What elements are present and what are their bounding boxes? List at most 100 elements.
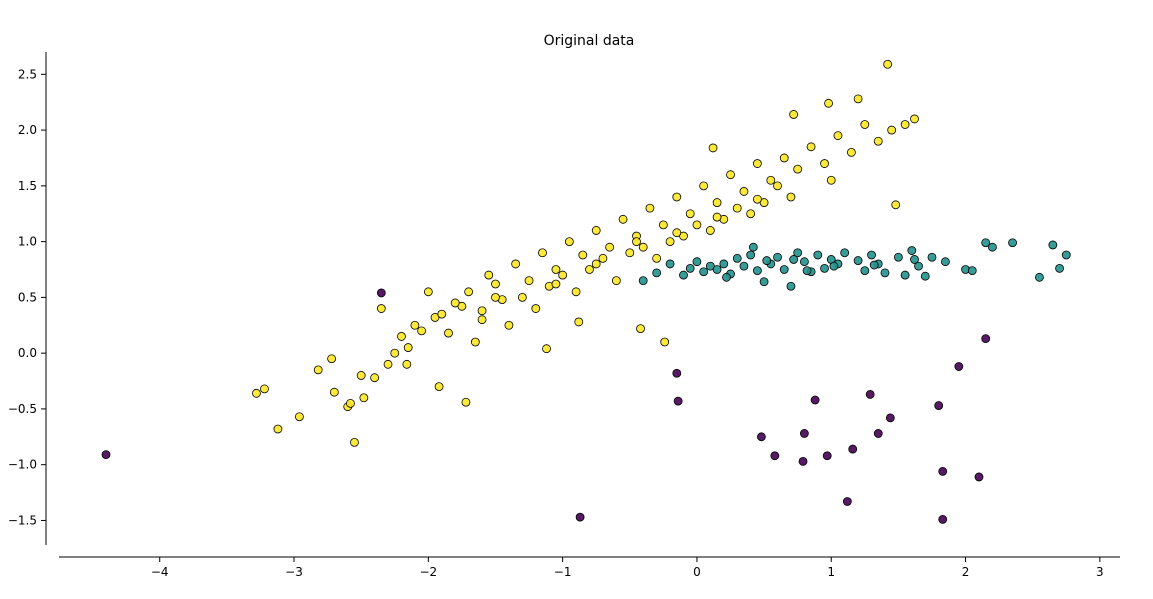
data-point-class2 <box>551 265 561 274</box>
data-point-class2 <box>464 287 474 297</box>
data-point-class2 <box>598 253 608 263</box>
data-point-class2 <box>434 382 444 392</box>
y-tick-label: 2.5 <box>18 67 37 81</box>
y-tick-label: 0.5 <box>18 290 37 304</box>
data-point-class2 <box>824 98 833 108</box>
data-point-class1 <box>679 270 688 280</box>
data-point-class1 <box>853 256 863 265</box>
data-point-class2 <box>625 248 635 258</box>
data-point-class2 <box>900 120 910 129</box>
data-point-class1 <box>802 266 812 276</box>
data-point-class2 <box>551 279 561 289</box>
data-point-class2 <box>752 159 762 168</box>
data-point-class2 <box>846 147 856 157</box>
y-tick-label: −1.5 <box>8 513 37 527</box>
data-point-class0 <box>873 429 883 438</box>
data-point-class0 <box>757 432 766 442</box>
data-point-class1 <box>779 265 789 274</box>
y-tick-label: −0.5 <box>8 402 37 416</box>
data-point-class2 <box>705 226 715 235</box>
data-point-class1 <box>739 261 749 271</box>
data-point-class0 <box>848 444 858 454</box>
data-point-class1 <box>752 266 762 276</box>
data-point-class0 <box>981 334 991 344</box>
data-point-class2 <box>524 276 534 286</box>
data-point-class2 <box>542 344 551 354</box>
data-point-class2 <box>578 250 588 260</box>
data-point-class2 <box>591 226 601 235</box>
data-point-class1 <box>829 261 839 271</box>
data-point-class1 <box>813 250 823 260</box>
data-point-class0 <box>101 450 111 460</box>
data-point-class2 <box>910 114 919 124</box>
data-point-class1 <box>699 267 709 277</box>
data-point-class1 <box>665 259 675 269</box>
data-point-class2 <box>356 371 366 380</box>
data-point-class1 <box>722 272 731 282</box>
data-point-class0 <box>865 390 875 399</box>
data-point-class1 <box>652 268 662 278</box>
data-point-class1 <box>786 281 796 291</box>
data-point-class2 <box>739 187 749 196</box>
data-point-class1 <box>880 268 890 278</box>
data-point-class2 <box>591 259 601 269</box>
data-point-class2 <box>252 388 261 398</box>
data-point-class2 <box>672 192 682 202</box>
data-point-class1 <box>692 257 702 267</box>
data-point-class1 <box>1048 240 1058 250</box>
x-tick-label: −4 <box>151 565 169 579</box>
data-point-class1 <box>941 257 950 267</box>
data-point-class1 <box>1055 263 1064 273</box>
data-point-class2 <box>437 309 447 319</box>
data-point-class2 <box>752 194 762 204</box>
data-point-class1 <box>820 263 829 273</box>
data-point-class2 <box>793 164 803 174</box>
data-point-class2 <box>672 228 682 238</box>
data-point-class1 <box>907 246 917 255</box>
chart-title: Original data <box>544 33 635 49</box>
data-point-class2 <box>699 181 709 191</box>
data-point-class2 <box>359 393 369 403</box>
data-point-class2 <box>618 214 628 224</box>
x-tick-label: 1 <box>827 565 835 579</box>
data-point-class0 <box>938 466 948 476</box>
data-point-class2 <box>766 175 776 185</box>
data-point-class1 <box>748 242 758 252</box>
data-point-class2 <box>789 110 799 119</box>
data-point-class2 <box>376 304 386 313</box>
data-point-class1 <box>840 248 850 258</box>
data-point-class1 <box>1008 238 1017 248</box>
data-point-class2 <box>833 131 843 141</box>
data-point-class1 <box>920 271 930 281</box>
data-point-class2 <box>470 337 480 347</box>
data-point-class2 <box>461 397 471 407</box>
data-point-class2 <box>491 292 500 302</box>
data-point-class2 <box>329 387 339 397</box>
data-point-class2 <box>632 237 641 247</box>
data-point-class1 <box>685 263 695 273</box>
data-point-class2 <box>313 365 323 375</box>
y-tick-label: −1.0 <box>8 458 37 472</box>
data-point-class2 <box>273 424 283 434</box>
data-point-class2 <box>564 237 574 247</box>
data-point-class2 <box>511 259 521 269</box>
data-point-class1 <box>967 266 977 276</box>
data-point-class2 <box>370 373 380 383</box>
data-point-class2 <box>712 198 722 207</box>
y-tick-label: 0.0 <box>18 346 37 360</box>
data-point-class1 <box>793 248 803 258</box>
data-point-class2 <box>658 220 668 230</box>
data-point-class2 <box>504 320 514 330</box>
data-point-class1 <box>981 238 991 248</box>
data-point-class2 <box>571 287 581 297</box>
data-point-class1 <box>712 265 722 274</box>
x-tick-label: −3 <box>285 565 303 579</box>
data-point-class2 <box>444 328 453 338</box>
data-point-class2 <box>891 200 901 210</box>
data-point-class2 <box>491 279 500 289</box>
data-point-class2 <box>685 209 695 219</box>
data-point-class2 <box>450 298 460 308</box>
data-point-class2 <box>605 242 615 252</box>
x-tick-label: −2 <box>419 565 437 579</box>
